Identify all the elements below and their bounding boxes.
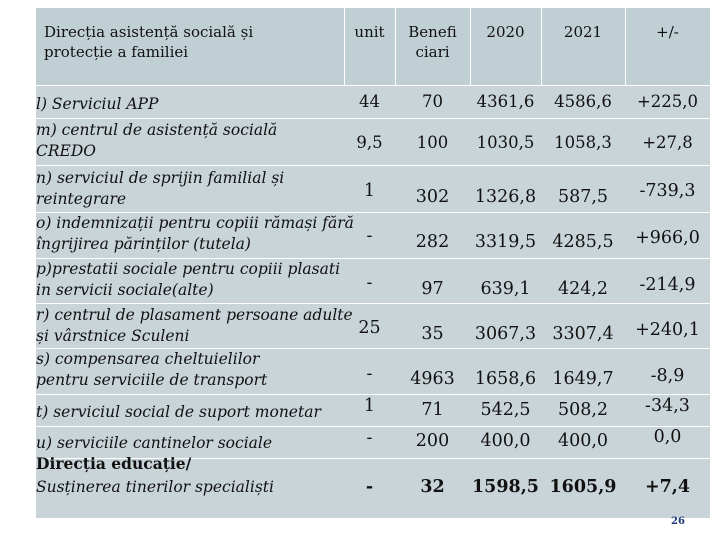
table-frame <box>36 8 710 518</box>
cell-unit: - <box>366 428 373 448</box>
page-number: 26 <box>671 516 685 527</box>
header-beneficiari-line1: Benefi <box>408 23 457 41</box>
row-label-m: m) centrul de asistență socială CREDO <box>36 121 278 160</box>
cell-2021: 4586,6 <box>554 92 612 111</box>
cell-2020: 1030,5 <box>476 133 535 152</box>
cell-unit: 9,5 <box>356 133 383 152</box>
cell-2020: 3319,5 <box>474 232 537 252</box>
row-label-l: l) Serviciul APP <box>36 95 159 113</box>
row-divider <box>36 426 710 427</box>
header-beneficiari-line2: ciari <box>415 43 450 61</box>
header-divider <box>541 8 542 86</box>
cell-diff: -34,3 <box>645 396 690 416</box>
cell-beneficiari: 200 <box>415 431 450 451</box>
cell-unit: 44 <box>359 92 380 111</box>
cell-beneficiari: 70 <box>422 92 443 111</box>
cell-diff: +225,0 <box>636 92 699 111</box>
cell-beneficiari: 100 <box>416 133 449 152</box>
cell-beneficiari: 302 <box>415 187 450 207</box>
row-divider <box>36 258 710 259</box>
row-label-r: r) centrul de plasament persoane adulte … <box>36 306 353 345</box>
cell-2021: 1605,9 <box>549 477 617 497</box>
row-label-n: n) serviciul de sprijin familial și rein… <box>36 169 285 208</box>
cell-beneficiari: 35 <box>421 324 444 344</box>
cell-2021: 3307,4 <box>552 324 614 344</box>
cell-unit: 25 <box>358 318 381 338</box>
header-title-line2: protecție a familiei <box>44 43 189 61</box>
cell-2020: 1326,8 <box>474 187 537 207</box>
cell-diff: +240,1 <box>635 320 700 340</box>
header-2021: 2021 <box>563 23 603 41</box>
header-divider <box>625 8 626 86</box>
cell-beneficiari: 97 <box>421 279 444 299</box>
cell-diff: +27,8 <box>642 133 693 152</box>
row-divider <box>36 458 710 459</box>
header-divider <box>344 8 345 86</box>
cell-2020: 400,0 <box>480 431 531 451</box>
cell-diff: 0,0 <box>653 427 682 447</box>
row-divider <box>36 394 710 395</box>
cell-2021: 508,2 <box>557 400 609 420</box>
cell-unit: - <box>366 226 373 246</box>
cell-unit: 1 <box>363 181 376 201</box>
cell-2020: 639,1 <box>480 279 531 299</box>
row-label-t: t) serviciul social de suport monetar <box>36 403 321 421</box>
cell-diff: -8,9 <box>650 366 685 386</box>
section-subtitle: Susținerea tinerilor specialiști <box>36 478 274 496</box>
section-title: Direcția educație/ <box>36 454 192 473</box>
cell-diff: -739,3 <box>639 181 696 201</box>
cell-2021: 587,5 <box>557 187 609 207</box>
cell-beneficiari: 282 <box>415 232 450 252</box>
cell-unit: 1 <box>363 396 376 416</box>
cell-diff: -214,9 <box>639 275 696 295</box>
header-title-line1: Direcția asistență socială și <box>44 23 254 41</box>
cell-diff: +7,4 <box>644 477 691 497</box>
cell-beneficiari: 32 <box>420 477 445 497</box>
header-divider <box>395 8 396 86</box>
cell-unit: - <box>365 477 374 497</box>
cell-beneficiari: 71 <box>421 400 444 420</box>
row-label-o: o) indemnizații pentru copiii rămași făr… <box>36 214 354 253</box>
cell-2020: 1598,5 <box>472 477 539 497</box>
header-diff: +/- <box>656 23 679 41</box>
row-divider <box>36 348 710 349</box>
row-label-p: p)prestatii sociale pentru copiii plasat… <box>36 260 341 299</box>
row-label-s: s) compensarea cheltuielilor pentru serv… <box>36 350 268 389</box>
row-divider <box>36 303 710 304</box>
row-divider <box>36 212 710 213</box>
header-unit: unit <box>354 23 385 41</box>
cell-2020: 4361,6 <box>476 92 535 111</box>
cell-unit: - <box>366 273 373 293</box>
cell-2021: 400,0 <box>557 431 609 451</box>
header-2020: 2020 <box>486 23 525 41</box>
cell-unit: - <box>366 364 373 384</box>
row-divider <box>36 165 710 166</box>
cell-beneficiari: 4963 <box>410 369 455 389</box>
cell-2020: 542,5 <box>480 400 531 420</box>
cell-2021: 1058,3 <box>554 133 612 152</box>
cell-2021: 4285,5 <box>552 232 614 252</box>
cell-2021: 424,2 <box>557 279 609 299</box>
header-divider <box>470 8 471 86</box>
row-divider <box>36 118 710 119</box>
cell-2021: 1649,7 <box>552 369 614 389</box>
row-label-u: u) serviciile cantinelor sociale <box>36 434 273 452</box>
cell-2020: 3067,3 <box>474 324 537 344</box>
cell-2020: 1658,6 <box>474 369 537 389</box>
table-header <box>36 8 710 86</box>
cell-diff: +966,0 <box>635 228 700 248</box>
